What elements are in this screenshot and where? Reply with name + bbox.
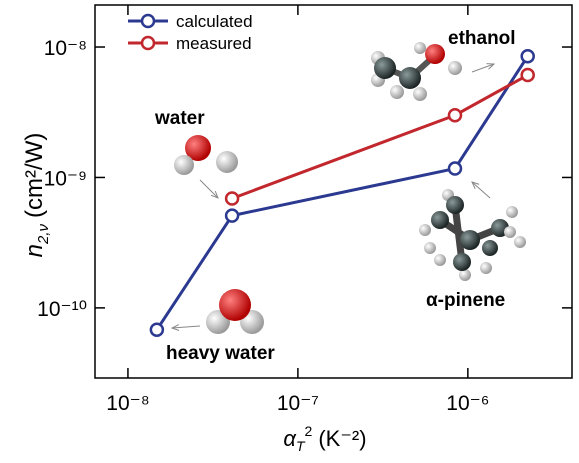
data-point (522, 69, 534, 81)
legend-marker (142, 37, 154, 49)
data-point (449, 163, 461, 175)
legend-label: measured (176, 34, 252, 53)
y-tick-label: 10⁻⁹ (44, 167, 87, 190)
plot-frame (95, 5, 572, 378)
arrow (472, 64, 494, 72)
data-point (226, 210, 238, 222)
y-axis-label: n2,ν(cm²/W) (21, 133, 52, 258)
x-tick-label: 10⁻⁶ (446, 392, 489, 415)
x-label-subscript: T (296, 438, 306, 454)
annotation: ethanol (448, 28, 516, 49)
data-point (449, 109, 461, 121)
data-point (522, 50, 534, 62)
arrow (472, 182, 490, 198)
water-molecule (174, 135, 238, 175)
annotation: heavy water (166, 343, 275, 364)
annotation: water (154, 108, 205, 129)
heavy-water-molecule (206, 289, 264, 334)
pinene-molecule (419, 189, 526, 281)
series-line (232, 75, 528, 198)
x-tick-label: 10⁻⁸ (106, 392, 149, 415)
y-label-subscript: 2,ν (35, 223, 52, 245)
x-label-unit: (K⁻²) (318, 426, 366, 451)
y-label-symbol: n (21, 244, 48, 257)
y-tick-label: 10⁻⁸ (44, 37, 87, 60)
legend-label: calculated (176, 12, 253, 31)
legend-marker (142, 15, 154, 27)
annotation: α-pinene (426, 290, 505, 311)
data-point (151, 324, 163, 336)
arrow (172, 326, 200, 328)
x-label-superscript: 2 (305, 423, 313, 439)
data-point (226, 192, 238, 204)
arrow (200, 180, 218, 198)
ethanol-molecule (371, 42, 462, 101)
x-tick-label: 10⁻⁷ (277, 392, 319, 415)
y-tick-label: 10⁻¹⁰ (37, 298, 87, 321)
x-axis-label: αT2(K⁻²) (283, 423, 366, 454)
chart: ethanol water heavy water α-pinene αT2(K… (0, 0, 579, 458)
